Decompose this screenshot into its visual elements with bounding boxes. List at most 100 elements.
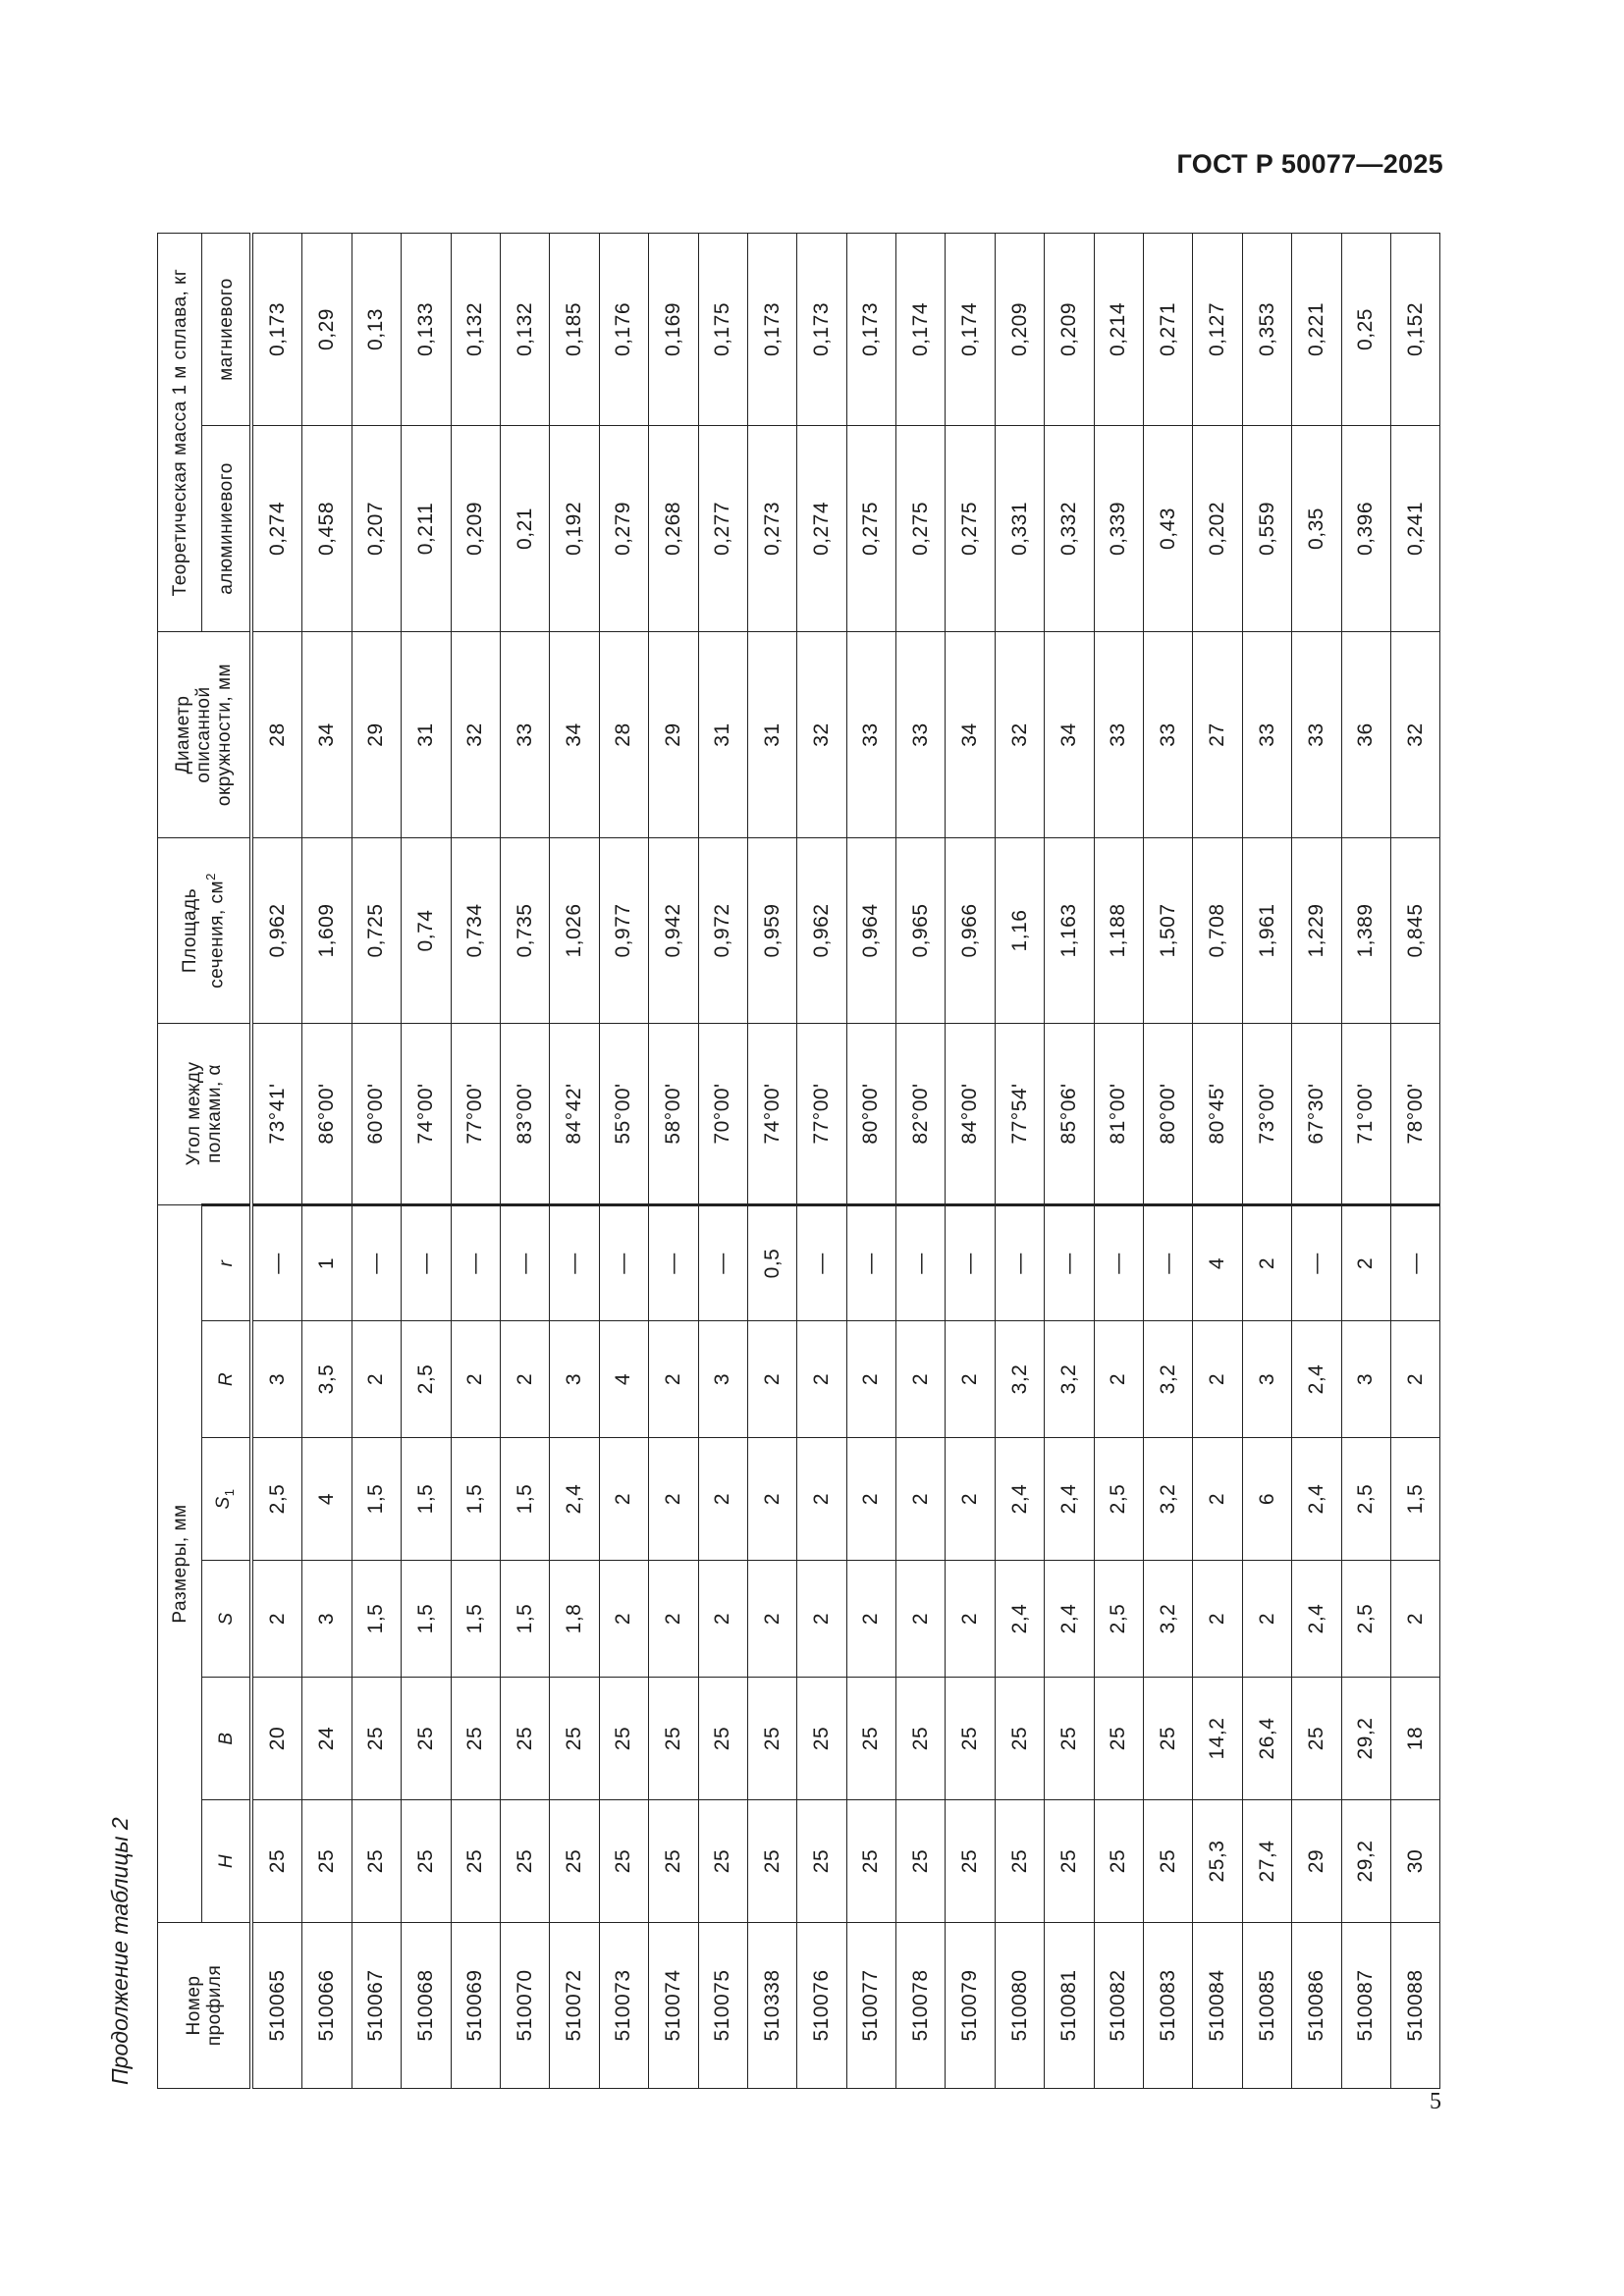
cell-diameter: 34 [301, 631, 352, 838]
cell-profile-number: 510338 [747, 1922, 797, 2089]
cell-H: 29 [1291, 1799, 1342, 1923]
cell-R: 2 [500, 1320, 550, 1438]
cell-angle: 78°00' [1390, 1023, 1440, 1205]
cell-angle: 71°00' [1341, 1023, 1391, 1205]
cell-mass-magnesium: 0,132 [500, 233, 550, 426]
cell-angle: 74°00' [401, 1023, 452, 1205]
table-row: 510085 27,4 26,4 2 6 3 2 73°00' 1,961 33 0,559 0,35… [1242, 233, 1292, 2089]
cell-mass-aluminium: 0,332 [1044, 425, 1095, 632]
cell-S: 1,5 [500, 1560, 550, 1678]
cell-diameter: 32 [451, 631, 501, 838]
cell-diameter: 31 [401, 631, 452, 838]
cell-H: 25 [648, 1799, 699, 1923]
header-magnesium: магниевого [201, 233, 251, 426]
cell-R: 2 [796, 1320, 847, 1438]
profiles-table: Номер профиля Размеры, мм Угол между пол… [157, 233, 1440, 2089]
cell-angle: 58°00' [648, 1023, 699, 1205]
cell-mass-magnesium: 0,209 [995, 233, 1045, 426]
cell-B: 25 [995, 1677, 1045, 1800]
cell-angle: 73°00' [1242, 1023, 1292, 1205]
table-row: 510088 30 18 2 1,5 2—78°00' 0,845 32 0,241 0,152 [1390, 233, 1440, 2089]
document-code: ГОСТ Р 50077—2025 [1176, 149, 1443, 179]
cell-B: 25 [1094, 1677, 1144, 1800]
cell-mass-aluminium: 0,277 [698, 425, 748, 632]
header-S1-sub: 1 [221, 1488, 237, 1497]
cell-r: — [945, 1204, 996, 1321]
header-angle: Угол между полками, α [157, 1023, 251, 1205]
cell-mass-aluminium: 0,339 [1094, 425, 1144, 632]
cell-S1: 3,2 [1143, 1437, 1193, 1561]
cell-S: 3,2 [1143, 1560, 1193, 1678]
cell-mass-aluminium: 0,43 [1143, 425, 1193, 632]
cell-S1: 2 [747, 1437, 797, 1561]
cell-angle: 85°06' [1044, 1023, 1095, 1205]
cell-profile-number: 510076 [796, 1922, 847, 2089]
cell-mass-aluminium: 0,274 [251, 425, 302, 632]
cell-B: 25 [500, 1677, 550, 1800]
cell-R: 2 [648, 1320, 699, 1438]
cell-angle: 81°00' [1094, 1023, 1144, 1205]
table-row: 510065 25 20 2 2,5 3—73°41' 0,962 28 0,274 0,173 [251, 233, 302, 2089]
cell-mass-magnesium: 0,173 [251, 233, 302, 426]
cell-S: 2,5 [1094, 1560, 1144, 1678]
cell-S1: 2 [945, 1437, 996, 1561]
cell-R: 3 [1242, 1320, 1292, 1438]
cell-mass-aluminium: 0,202 [1192, 425, 1243, 632]
cell-r: 4 [1192, 1204, 1243, 1321]
cell-H: 25 [846, 1799, 896, 1923]
cell-B: 25 [945, 1677, 996, 1800]
cell-S1: 2,5 [251, 1437, 302, 1561]
cell-profile-number: 510086 [1291, 1922, 1342, 2089]
cell-H: 25 [796, 1799, 847, 1923]
cell-profile-number: 510070 [500, 1922, 550, 2089]
cell-S1: 1,5 [401, 1437, 452, 1561]
cell-mass-magnesium: 0,133 [401, 233, 452, 426]
cell-profile-number: 510088 [1390, 1922, 1440, 2089]
cell-mass-magnesium: 0,25 [1341, 233, 1391, 426]
cell-S: 2 [698, 1560, 748, 1678]
cell-profile-number: 510080 [995, 1922, 1045, 2089]
cell-profile-number: 510083 [1143, 1922, 1193, 2089]
table-row: 510068 25 25 1,5 1,5 2,5—74°00' 0,74 31 0,211 0,1… [401, 233, 452, 2089]
cell-B: 25 [1044, 1677, 1095, 1800]
cell-area: 1,16 [995, 837, 1045, 1024]
header-mass: Теоретическая масса 1 м сплава, кг [157, 233, 202, 632]
cell-H: 25 [747, 1799, 797, 1923]
cell-diameter: 31 [698, 631, 748, 838]
cell-profile-number: 510066 [301, 1922, 352, 2089]
cell-mass-magnesium: 0,132 [451, 233, 501, 426]
cell-R: 3,5 [301, 1320, 352, 1438]
cell-mass-aluminium: 0,192 [549, 425, 600, 632]
cell-mass-aluminium: 0,274 [796, 425, 847, 632]
table-row: 510080 25 25 2,4 2,4 3,2—77°54' 1,16 32 0,331 0,2… [995, 233, 1045, 2089]
cell-H: 25 [251, 1799, 302, 1923]
cell-profile-number: 510081 [1044, 1922, 1095, 2089]
cell-S: 2,4 [1044, 1560, 1095, 1678]
cell-S: 2 [1192, 1560, 1243, 1678]
cell-B: 29,2 [1341, 1677, 1391, 1800]
cell-diameter: 34 [549, 631, 600, 838]
cell-S1: 2 [796, 1437, 847, 1561]
cell-H: 25 [301, 1799, 352, 1923]
header-area-sup: 2 [203, 873, 219, 881]
cell-mass-magnesium: 0,173 [846, 233, 896, 426]
cell-angle: 67°30' [1291, 1023, 1342, 1205]
cell-S1: 2 [648, 1437, 699, 1561]
cell-S1: 2,4 [1291, 1437, 1342, 1561]
cell-S: 2 [251, 1560, 302, 1678]
cell-S1: 2,5 [1341, 1437, 1391, 1561]
cell-R: 3,2 [1044, 1320, 1095, 1438]
cell-area: 0,959 [747, 837, 797, 1024]
cell-S1: 2 [1192, 1437, 1243, 1561]
cell-area: 0,74 [401, 837, 452, 1024]
table-row: 510082 25 25 2,5 2,5 2—81°00' 1,188 33 0,339 0,21… [1094, 233, 1144, 2089]
cell-S1: 2,4 [549, 1437, 600, 1561]
cell-diameter: 34 [1044, 631, 1095, 838]
cell-mass-aluminium: 0,268 [648, 425, 699, 632]
table-row: 510076 25 25 2 2 2—77°00' 0,962 32 0,274 0,173 [796, 233, 847, 2089]
cell-mass-aluminium: 0,273 [747, 425, 797, 632]
table-caption: Продолжение таблицы 2 [107, 1817, 133, 2085]
cell-profile-number: 510084 [1192, 1922, 1243, 2089]
cell-r: — [1094, 1204, 1144, 1321]
cell-r: — [1143, 1204, 1193, 1321]
